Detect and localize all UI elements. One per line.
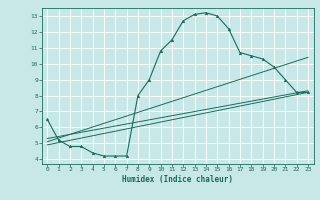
X-axis label: Humidex (Indice chaleur): Humidex (Indice chaleur) bbox=[122, 175, 233, 184]
